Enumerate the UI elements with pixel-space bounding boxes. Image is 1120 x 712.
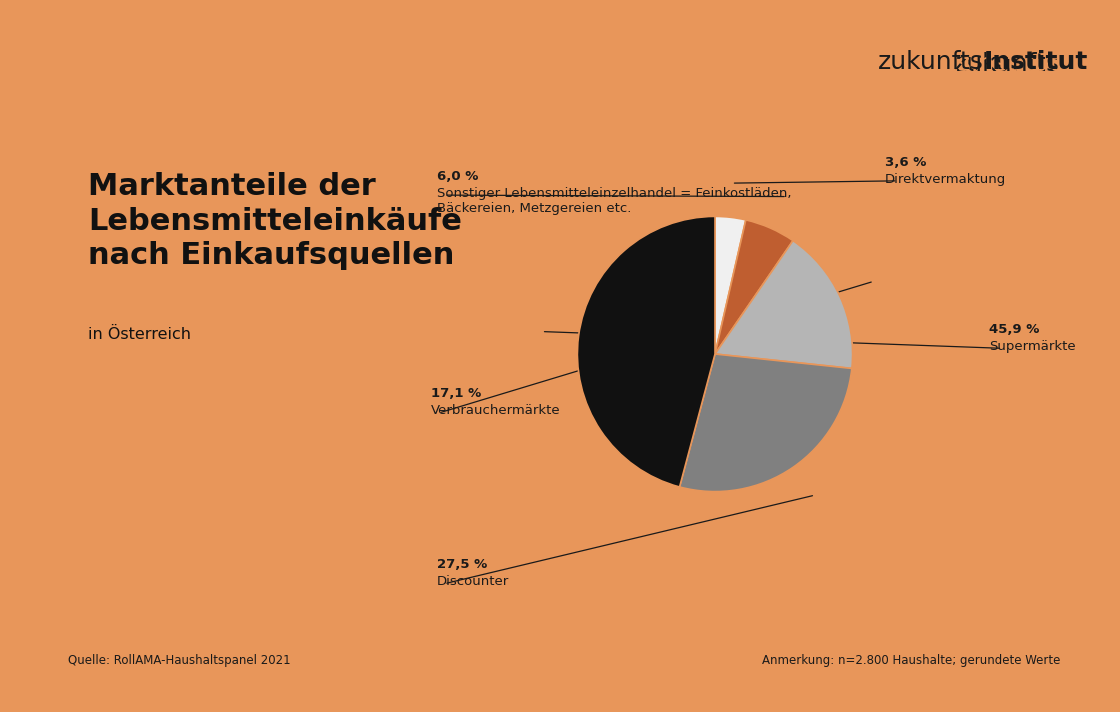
Wedge shape <box>578 216 715 487</box>
Text: 17,1 %: 17,1 % <box>431 387 482 400</box>
Text: Anmerkung: n=2.800 Haushalte; gerundete Werte: Anmerkung: n=2.800 Haushalte; gerundete … <box>762 654 1060 667</box>
Text: Marktanteile der
Lebensmitteleinkäufe
nach Einkaufsquellen: Marktanteile der Lebensmitteleinkäufe na… <box>88 172 461 271</box>
Wedge shape <box>715 220 793 354</box>
Wedge shape <box>715 216 746 354</box>
Text: 27,5 %: 27,5 % <box>437 558 487 571</box>
Text: zukunfts: zukunfts <box>954 52 1060 76</box>
Text: Direktvermaktung: Direktvermaktung <box>885 173 1006 186</box>
Text: zukunftsInstitut: zukunftsInstitut <box>866 52 1060 76</box>
Text: Verbrauchermärkte: Verbrauchermärkte <box>431 404 561 417</box>
Text: 45,9 %: 45,9 % <box>989 323 1039 336</box>
Text: Supermärkte: Supermärkte <box>989 340 1075 353</box>
Wedge shape <box>715 241 852 368</box>
Text: 6,0 %: 6,0 % <box>437 170 478 183</box>
Text: Quelle: RollAMA-Haushaltspanel 2021: Quelle: RollAMA-Haushaltspanel 2021 <box>68 654 290 667</box>
Text: Sonstiger Lebensmitteleinzelhandel = Feinkostläden,
Bäckereien, Metzgereien etc.: Sonstiger Lebensmitteleinzelhandel = Fei… <box>437 187 792 215</box>
Text: Institut: Institut <box>984 50 1089 74</box>
Text: Discounter: Discounter <box>437 575 510 588</box>
Wedge shape <box>680 354 852 491</box>
Text: in Österreich: in Österreich <box>88 327 192 342</box>
Text: 3,6 %: 3,6 % <box>885 156 926 169</box>
Text: zukunfts: zukunfts <box>878 50 984 74</box>
